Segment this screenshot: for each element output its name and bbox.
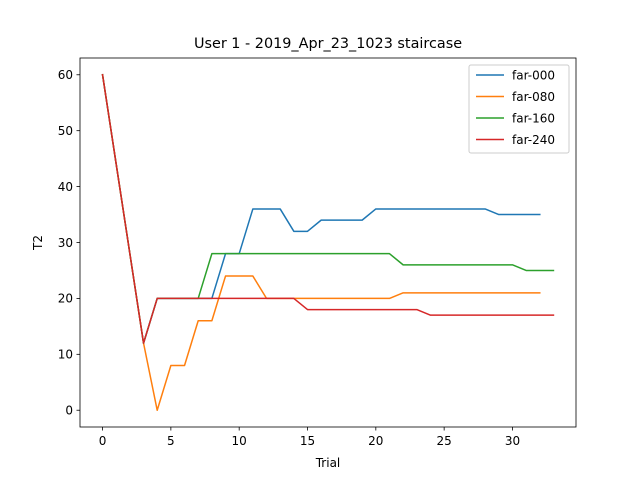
legend-label-far-160: far-160	[512, 111, 555, 125]
series-layer	[101, 73, 555, 411]
x-tick-label: 10	[232, 434, 247, 448]
legend: far-000 far-080 far-160 far-240	[468, 64, 570, 154]
x-tick-label: 20	[368, 434, 383, 448]
legend-label-far-240: far-240	[512, 133, 555, 147]
y-tick-label: 50	[58, 124, 73, 138]
series-line-far-240	[101, 73, 555, 344]
x-tick-label: 5	[167, 434, 175, 448]
y-tick-label: 30	[58, 236, 73, 250]
plot-area	[79, 57, 577, 428]
series-line-far-080	[101, 73, 541, 411]
x-tick-label: 25	[437, 434, 452, 448]
x-tick-label: 30	[505, 434, 520, 448]
x-tick-label: 15	[300, 434, 315, 448]
y-tick-label: 40	[58, 180, 73, 194]
y-tick-label: 0	[65, 404, 73, 418]
y-tick-label: 60	[58, 68, 73, 82]
chart-title: User 1 - 2019_Apr_23_1023 staircase	[194, 36, 462, 52]
y-axis-label: T2	[31, 235, 45, 251]
x-axis-ticks: 0 5 10 15 20 25 30	[99, 427, 520, 448]
y-tick-label: 10	[58, 348, 73, 362]
x-axis-label: Trial	[315, 456, 341, 470]
legend-items: far-000 far-080 far-160 far-240	[476, 68, 555, 147]
legend-label-far-000: far-000	[512, 68, 555, 82]
x-tick-label: 0	[99, 434, 107, 448]
legend-label-far-080: far-080	[512, 90, 555, 104]
y-axis-ticks: 0 10 20 30 40 50 60	[58, 68, 80, 418]
legend-frame	[468, 64, 570, 154]
y-tick-label: 20	[58, 292, 73, 306]
